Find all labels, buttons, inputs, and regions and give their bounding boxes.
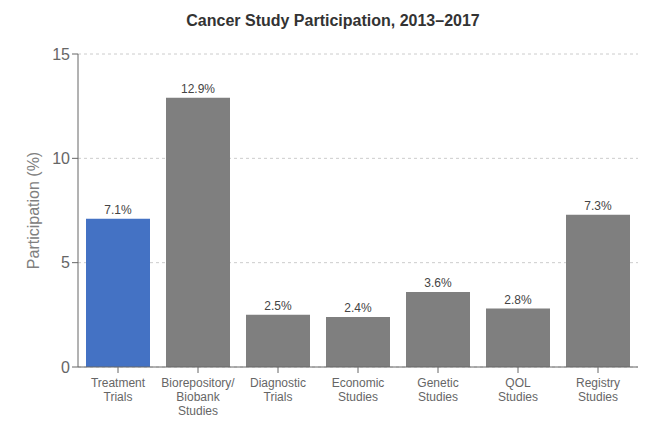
svg-text:5: 5 — [61, 254, 70, 271]
svg-text:GeneticStudies: GeneticStudies — [417, 376, 458, 404]
svg-text:Participation (%): Participation (%) — [25, 152, 42, 269]
svg-text:15: 15 — [52, 46, 70, 63]
svg-text:10: 10 — [52, 150, 70, 167]
svg-text:12.9%: 12.9% — [181, 82, 215, 96]
svg-text:7.1%: 7.1% — [104, 203, 132, 217]
svg-text:7.3%: 7.3% — [584, 199, 612, 213]
svg-text:0: 0 — [61, 359, 70, 376]
svg-text:TreatmentTrials: TreatmentTrials — [91, 376, 146, 404]
html-text:Cancer Study Participation, 20: Cancer Study Participation, 2013–2017 — [186, 12, 480, 29]
svg-text:QOLStudies: QOLStudies — [498, 376, 538, 404]
svg-text:DiagnosticTrials: DiagnosticTrials — [250, 376, 306, 404]
svg-text:2.8%: 2.8% — [504, 293, 532, 307]
svg-text:3.6%: 3.6% — [424, 276, 452, 290]
svg-text:2.5%: 2.5% — [264, 299, 292, 313]
svg-text:Biorepository/BiobankStudies: Biorepository/BiobankStudies — [161, 376, 235, 418]
svg-text:EconomicStudies: EconomicStudies — [332, 376, 385, 404]
svg-text:2.4%: 2.4% — [344, 301, 372, 315]
svg-text:RegistryStudies: RegistryStudies — [576, 376, 620, 404]
